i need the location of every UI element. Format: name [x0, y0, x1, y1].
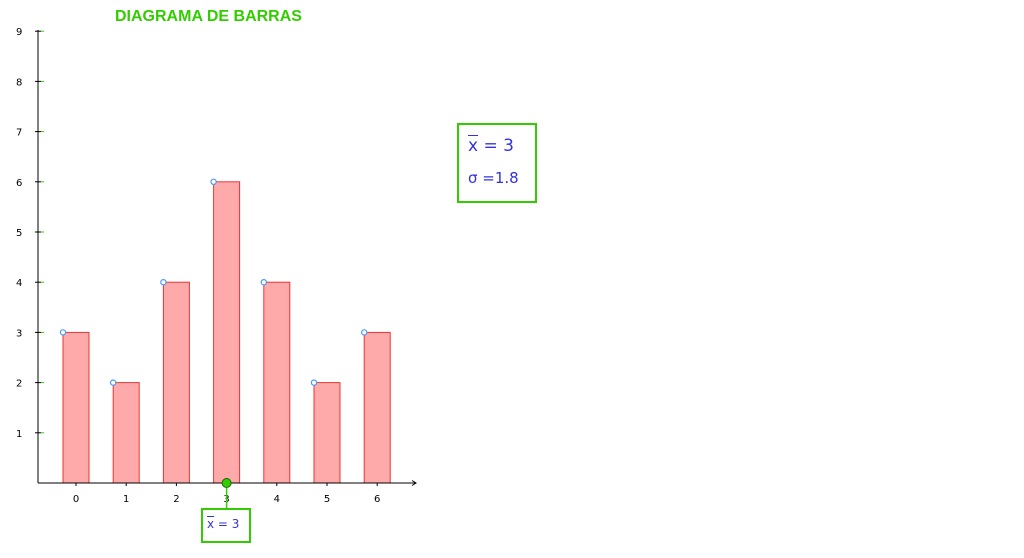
mean-symbol: x: [468, 136, 479, 156]
data-point: [210, 178, 217, 185]
stats-box[interactable]: x = 3 σ =1.8: [457, 123, 537, 203]
bar: [363, 331, 391, 484]
x-tick-label: 4: [274, 494, 280, 505]
mean-marker-value: = 3: [214, 517, 240, 531]
x-tick-label: 5: [324, 494, 330, 505]
y-tick-label: 3: [16, 328, 22, 339]
x-tick-label: 0: [73, 494, 79, 505]
x-tick-label: 2: [173, 494, 179, 505]
y-tick-label: 8: [16, 77, 22, 88]
mean-marker-point[interactable]: [221, 478, 232, 488]
bar: [213, 181, 241, 484]
data-point: [361, 329, 368, 336]
sigma-label: σ =1.8: [468, 169, 519, 187]
bar: [112, 382, 140, 484]
mean-marker-symbol: x: [207, 517, 215, 531]
data-point: [260, 279, 267, 286]
data-point: [109, 379, 117, 386]
bar: [162, 281, 190, 484]
y-tick-label: 9: [16, 27, 22, 38]
bar: [62, 331, 90, 484]
mean-marker-label-box[interactable]: x = 3: [201, 508, 251, 543]
axes-layer: 1234567890123456: [16, 27, 417, 505]
marker-layer: [221, 478, 232, 509]
x-tick-label: 1: [123, 494, 129, 505]
mean-value: = 3: [478, 136, 514, 156]
x-tick-label: 6: [374, 494, 380, 505]
bars-layer: [59, 178, 391, 484]
y-tick-label: 1: [16, 429, 22, 440]
bar: [263, 281, 291, 484]
y-tick-label: 6: [16, 178, 22, 189]
bar: [313, 382, 341, 484]
y-tick-label: 7: [16, 128, 22, 139]
chart-title: DIAGRAMA DE BARRAS: [115, 8, 302, 25]
mean-marker-label: x = 3: [207, 517, 239, 531]
y-tick-label: 2: [16, 379, 22, 390]
y-tick-label: 4: [16, 278, 22, 289]
data-point: [59, 329, 67, 336]
data-point: [310, 379, 318, 386]
x-axis-arrow: [411, 480, 417, 486]
mean-label: x = 3: [468, 136, 514, 156]
data-point: [160, 279, 167, 286]
y-tick-label: 5: [16, 228, 22, 239]
